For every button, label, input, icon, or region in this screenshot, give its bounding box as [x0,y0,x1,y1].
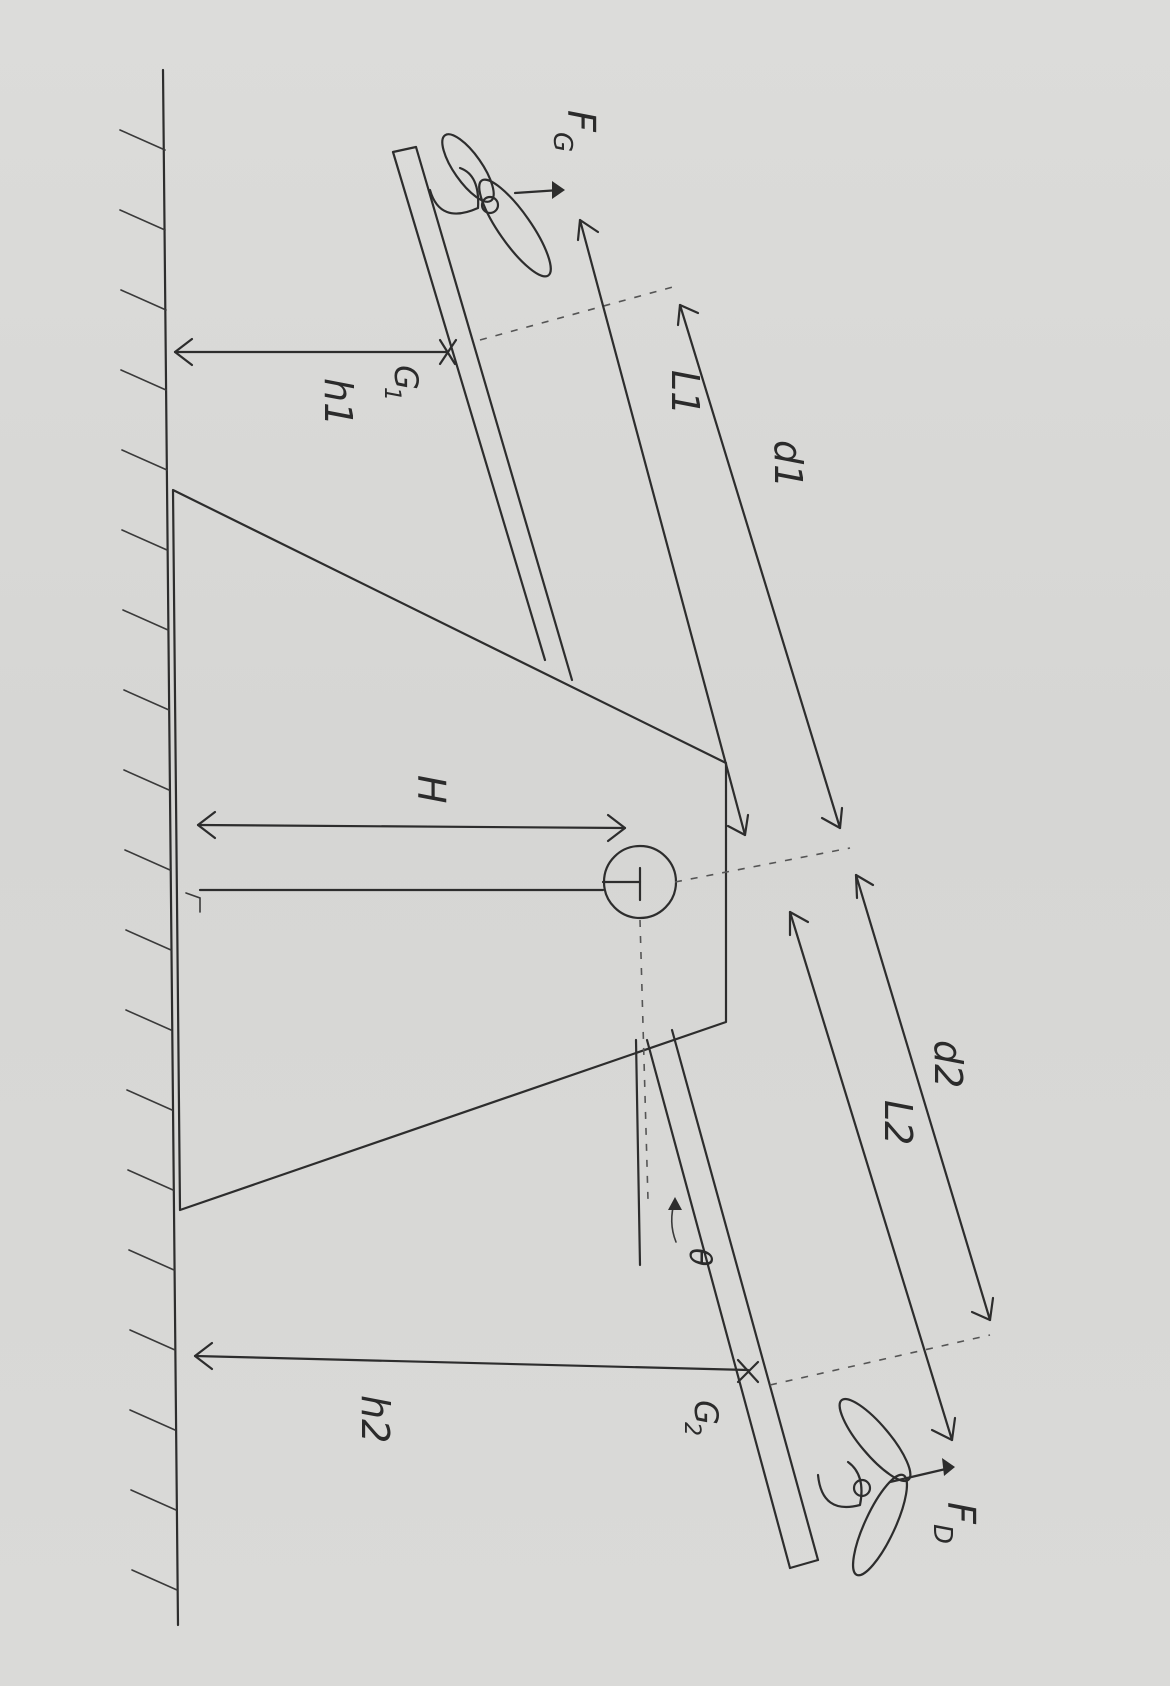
ground [119,68,180,1627]
label-h2-text: h2 [353,1395,397,1443]
label-FG-main: F [559,110,603,133]
label-L1: L1 [663,370,707,415]
label-H: H [409,775,453,804]
label-h2: h2 [353,1395,397,1443]
h2-dimension [193,1341,760,1384]
label-d2-text: d2 [926,1040,970,1088]
L2-dimension [788,910,957,1442]
label-d1-text: d1 [766,440,810,488]
label-L2-text: L2 [876,1100,920,1145]
d1-dimension [676,303,844,830]
label-d1: d1 [766,440,810,488]
label-h1-text: h1 [316,378,360,426]
label-G2-main: G [687,1400,725,1425]
label-G1: G 1 [379,365,425,401]
d2-dimension [854,873,995,1322]
beam-upper [391,145,574,682]
pivot [601,844,678,920]
label-d2: d2 [926,1040,970,1088]
label-h1: h1 [316,378,360,426]
label-L2: L2 [876,1100,920,1145]
H-dimension [185,810,627,913]
support-trapezoid [171,488,728,1212]
beam-lower [645,1028,820,1570]
label-FD: F D [927,1502,983,1544]
label-G1-main: G [387,365,425,390]
h1-dimension [173,337,458,367]
label-FG: F G [547,110,603,152]
label-H-text: H [409,775,453,804]
FG-force-arrow [513,181,565,199]
label-G2: G 2 [679,1400,725,1436]
label-theta: θ [682,1248,717,1266]
label-G2-sub: 2 [679,1422,704,1436]
label-G1-sub: 1 [379,387,404,401]
L1-dimension [576,218,750,837]
construction-lines [479,284,991,1386]
propeller-bottom-icon [816,1397,912,1577]
theta-reference [634,1038,682,1267]
label-theta-text: θ [682,1248,717,1266]
label-L1-text: L1 [663,370,707,415]
FD-force-arrow [888,1458,955,1484]
label-FD-sub: D [927,1524,957,1544]
label-FG-sub: G [547,132,577,152]
propeller-top-icon [428,133,552,278]
label-FD-main: F [939,1502,983,1525]
